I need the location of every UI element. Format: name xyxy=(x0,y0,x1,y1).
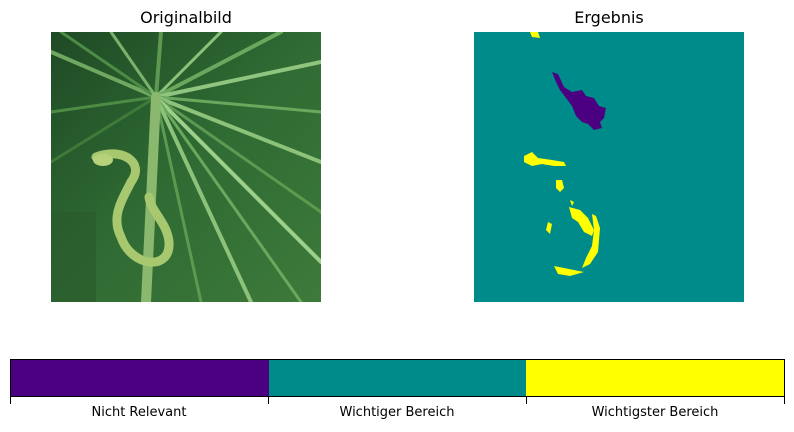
original-image xyxy=(51,32,321,302)
colorbar-tick xyxy=(784,397,785,404)
legend-swatch-most-important xyxy=(526,360,785,396)
legend-swatch-not-relevant xyxy=(11,360,269,396)
legend-label-most-important: Wichtigster Bereich xyxy=(591,405,719,420)
result-image xyxy=(474,32,744,302)
legend-colorbar xyxy=(10,359,785,397)
result-image-title: Ergebnis xyxy=(574,8,644,27)
legend-label-not-relevant: Nicht Relevant xyxy=(91,405,187,420)
colorbar-tick xyxy=(268,397,269,404)
colorbar-tick xyxy=(526,397,527,404)
colorbar-tick xyxy=(10,397,11,404)
legend-label-important: Wichtiger Bereich xyxy=(339,405,455,420)
legend-swatch-important xyxy=(268,360,527,396)
original-image-title: Originalbild xyxy=(140,8,232,27)
